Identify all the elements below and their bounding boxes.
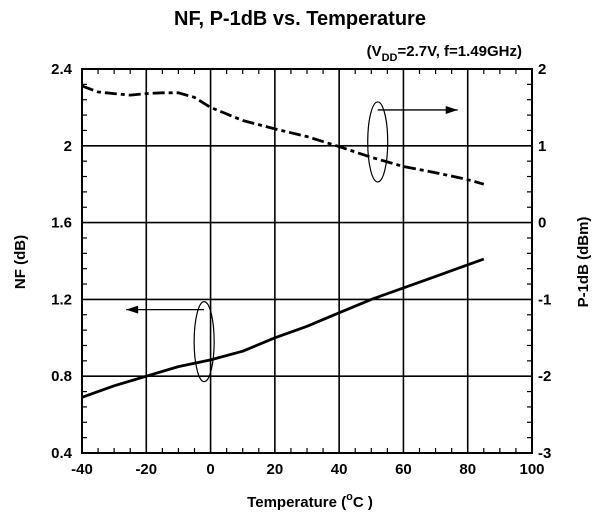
y-right-tick-label: -2 <box>538 368 551 385</box>
y-right-tick-label: -1 <box>538 291 551 308</box>
x-tick-label: -20 <box>135 461 157 478</box>
plot-frame <box>81 68 533 454</box>
x-axis-title-main: Temperature ( <box>247 494 346 511</box>
degree-symbol: o <box>346 491 353 503</box>
y-left-tick-label: 1.6 <box>51 215 72 232</box>
series-layer <box>81 84 485 399</box>
x-tick-label: 80 <box>459 461 476 478</box>
y-left-tick-label: 0.8 <box>51 368 72 385</box>
y-right-tick-label: 0 <box>538 215 546 232</box>
y-left-tick-label: 0.4 <box>51 445 73 462</box>
grid <box>82 69 532 453</box>
x-axis-title: Temperature (oC ) <box>247 491 373 511</box>
y-axis-title-left: NF (dB) <box>12 235 29 289</box>
x-tick-label: -40 <box>71 461 93 478</box>
annotations <box>126 101 458 383</box>
series-marker-ellipse <box>193 301 215 383</box>
x-tick-label: 0 <box>206 461 214 478</box>
axis-pointer-arrow <box>126 305 205 314</box>
y-right-tick-label: -3 <box>538 445 551 462</box>
y-left-tick-label: 2 <box>64 138 72 155</box>
subtitle-subscript: DD <box>382 52 398 64</box>
tick-labels: -40 -20 0 20 40 60 80 1000.40.81.21.622.4-3-2-1… <box>51 61 551 478</box>
y-axis-title-right: P-1dB (dBm) <box>575 217 592 308</box>
series-marker-ellipse <box>367 101 389 183</box>
y-left-tick-label: 1.2 <box>51 291 72 308</box>
chart-subtitle: (VDD=2.7V, f=1.49GHz) <box>367 43 522 64</box>
nf-series-line <box>81 257 485 399</box>
x-tick-label: 100 <box>519 461 544 478</box>
axis-pointer-arrow <box>377 105 458 114</box>
tick-marks <box>82 69 532 453</box>
p1db-series-line <box>81 84 485 186</box>
subtitle-prefix: (V <box>367 43 382 60</box>
y-right-tick-label: 1 <box>538 138 546 155</box>
chart-title: NF, P-1dB vs. Temperature <box>174 8 426 30</box>
y-right-tick-label: 2 <box>538 61 546 78</box>
x-tick-label: 40 <box>331 461 348 478</box>
x-tick-label: 60 <box>395 461 412 478</box>
subtitle-suffix: =2.7V, f=1.49GHz) <box>397 43 522 60</box>
y-left-tick-label: 2.4 <box>51 61 73 78</box>
x-tick-label: 20 <box>267 461 284 478</box>
x-axis-title-unit: C ) <box>353 494 373 511</box>
